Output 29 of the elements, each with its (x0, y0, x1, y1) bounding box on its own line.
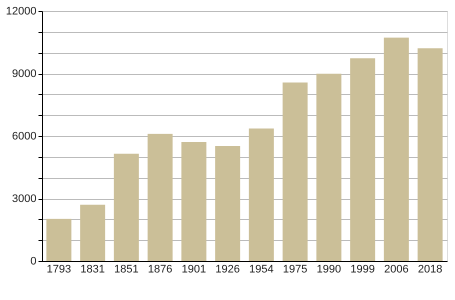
x-tick-label: 2018 (418, 264, 442, 276)
x-tick-label: 1831 (80, 264, 105, 276)
x-tick-label: 1926 (215, 264, 240, 276)
bar (282, 82, 308, 261)
x-tick-label: 1954 (249, 264, 274, 276)
y-tick-label: 3000 (12, 193, 36, 205)
x-tick-label: 1901 (182, 264, 206, 276)
x-tick-label: 1851 (114, 264, 139, 276)
bar (181, 142, 206, 261)
bar (316, 74, 342, 261)
bar (148, 134, 173, 261)
x-tick-label: 1990 (316, 264, 342, 276)
y-tick-label: 0 (30, 256, 36, 268)
x-tick-label: 1793 (46, 264, 72, 276)
x-tick-label: 1876 (148, 264, 172, 276)
x-tick-label: 2006 (384, 264, 409, 276)
bar (46, 218, 72, 261)
bar (114, 154, 139, 261)
x-tick-label: 1975 (282, 264, 308, 276)
bar (350, 58, 376, 261)
y-tick-label: 9000 (12, 68, 36, 80)
bar (418, 48, 443, 261)
bar (384, 38, 409, 261)
x-tick-label: 1999 (350, 264, 375, 276)
bar (248, 128, 274, 261)
bar (215, 146, 240, 261)
y-tick-label: 6000 (12, 130, 36, 142)
bar (80, 204, 106, 261)
y-tick-label: 12000 (6, 6, 36, 18)
